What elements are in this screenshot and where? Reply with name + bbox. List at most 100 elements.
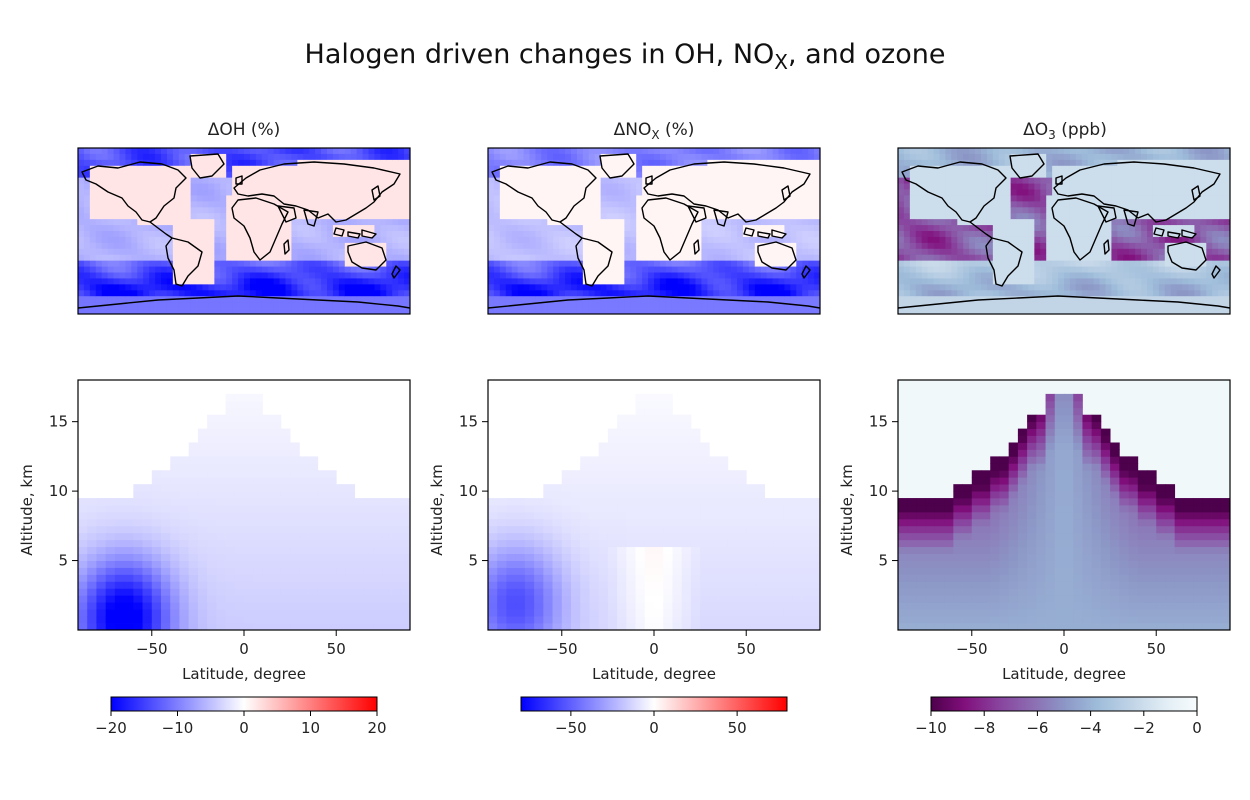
map-cell bbox=[927, 207, 934, 214]
map-cell bbox=[125, 231, 132, 238]
map-cell bbox=[541, 302, 548, 309]
map-cell bbox=[220, 272, 227, 279]
map-cell bbox=[636, 189, 643, 196]
map-cell bbox=[659, 248, 667, 256]
map-cell bbox=[927, 236, 934, 244]
map-cell bbox=[1040, 171, 1047, 179]
map-cell bbox=[155, 231, 162, 238]
map-cell bbox=[488, 207, 495, 214]
map-cell bbox=[713, 219, 720, 226]
map-cell bbox=[636, 153, 643, 161]
map-cell bbox=[654, 236, 661, 244]
map-cell bbox=[1123, 219, 1130, 226]
map-cell bbox=[677, 296, 685, 303]
map-cell bbox=[166, 219, 174, 226]
map-cell bbox=[559, 272, 566, 279]
map-cell bbox=[1034, 189, 1041, 196]
map-cell bbox=[915, 278, 923, 285]
map-cell bbox=[766, 260, 773, 267]
map-cell bbox=[261, 189, 269, 196]
map-cell bbox=[1075, 278, 1083, 285]
map-cell bbox=[107, 242, 114, 250]
map-cell bbox=[273, 308, 280, 315]
map-cell bbox=[814, 302, 821, 309]
map-cell bbox=[529, 236, 536, 244]
map-cell bbox=[535, 219, 542, 226]
map-cell bbox=[915, 260, 923, 267]
map-cell bbox=[1081, 159, 1089, 167]
map-cell bbox=[249, 201, 257, 208]
map-cell bbox=[1004, 236, 1012, 244]
map-cell bbox=[380, 284, 387, 291]
map-cell bbox=[742, 183, 750, 190]
map-cell bbox=[1123, 254, 1130, 262]
map-cell bbox=[565, 236, 572, 244]
map-cell bbox=[332, 272, 340, 279]
map-cell bbox=[796, 219, 803, 226]
map-cell bbox=[796, 266, 803, 273]
map-cell bbox=[814, 284, 821, 291]
map-cell bbox=[321, 165, 328, 173]
map-cell bbox=[202, 171, 209, 179]
map-cell bbox=[350, 272, 358, 279]
map-cell bbox=[1111, 171, 1118, 179]
map-cell bbox=[541, 278, 548, 285]
map-cell bbox=[725, 302, 732, 309]
map-cell bbox=[232, 159, 239, 167]
map-cell bbox=[101, 248, 109, 256]
map-cell bbox=[1152, 171, 1160, 179]
map-cell bbox=[1028, 236, 1035, 244]
map-cell bbox=[511, 171, 519, 179]
map-cell bbox=[523, 302, 530, 309]
map-cell bbox=[903, 189, 911, 196]
map-cell bbox=[903, 266, 911, 273]
heatmap-cell bbox=[114, 546, 125, 555]
map-cell bbox=[1194, 171, 1201, 179]
heatmap-cell bbox=[179, 553, 190, 561]
map-cell bbox=[975, 290, 982, 297]
map-cell bbox=[553, 302, 560, 309]
map-cell bbox=[748, 159, 756, 167]
map-cell bbox=[695, 272, 702, 279]
map-cell bbox=[927, 153, 934, 161]
map-cell bbox=[1081, 260, 1089, 267]
map-cell bbox=[1200, 219, 1207, 226]
map-cell bbox=[1093, 213, 1100, 220]
map-cell bbox=[921, 207, 929, 214]
map-cell bbox=[267, 290, 275, 297]
map-cell bbox=[166, 171, 174, 179]
map-cell bbox=[107, 207, 114, 214]
map-cell bbox=[149, 225, 156, 232]
map-cell bbox=[368, 171, 375, 179]
map-cell bbox=[155, 148, 162, 155]
map-cell bbox=[511, 284, 519, 291]
heatmap-cell bbox=[78, 602, 88, 610]
map-cell bbox=[796, 148, 803, 155]
heatmap-cell bbox=[161, 539, 171, 548]
map-cell bbox=[612, 195, 619, 202]
map-cell bbox=[600, 248, 607, 256]
map-cell bbox=[618, 266, 625, 273]
map-cell bbox=[778, 260, 785, 267]
map-cell bbox=[1147, 254, 1154, 262]
map-cell bbox=[261, 171, 269, 179]
map-cell bbox=[760, 165, 768, 173]
map-cell bbox=[374, 148, 381, 155]
map-cell bbox=[184, 165, 192, 173]
map-cell bbox=[249, 165, 257, 173]
map-cell bbox=[790, 278, 797, 285]
map-cell bbox=[1046, 296, 1053, 303]
map-cell bbox=[1123, 171, 1130, 179]
map-cell bbox=[190, 302, 197, 309]
heatmap-cell bbox=[170, 553, 180, 561]
map-cell bbox=[909, 231, 917, 238]
map-cell bbox=[671, 254, 679, 262]
map-cell bbox=[1200, 254, 1207, 262]
map-cell bbox=[1141, 148, 1148, 155]
map-cell bbox=[957, 201, 964, 208]
map-cell bbox=[267, 183, 275, 190]
map-cell bbox=[356, 165, 363, 173]
map-cell bbox=[309, 231, 316, 238]
heatmap-cell bbox=[87, 532, 97, 541]
map-cell bbox=[1188, 308, 1195, 315]
